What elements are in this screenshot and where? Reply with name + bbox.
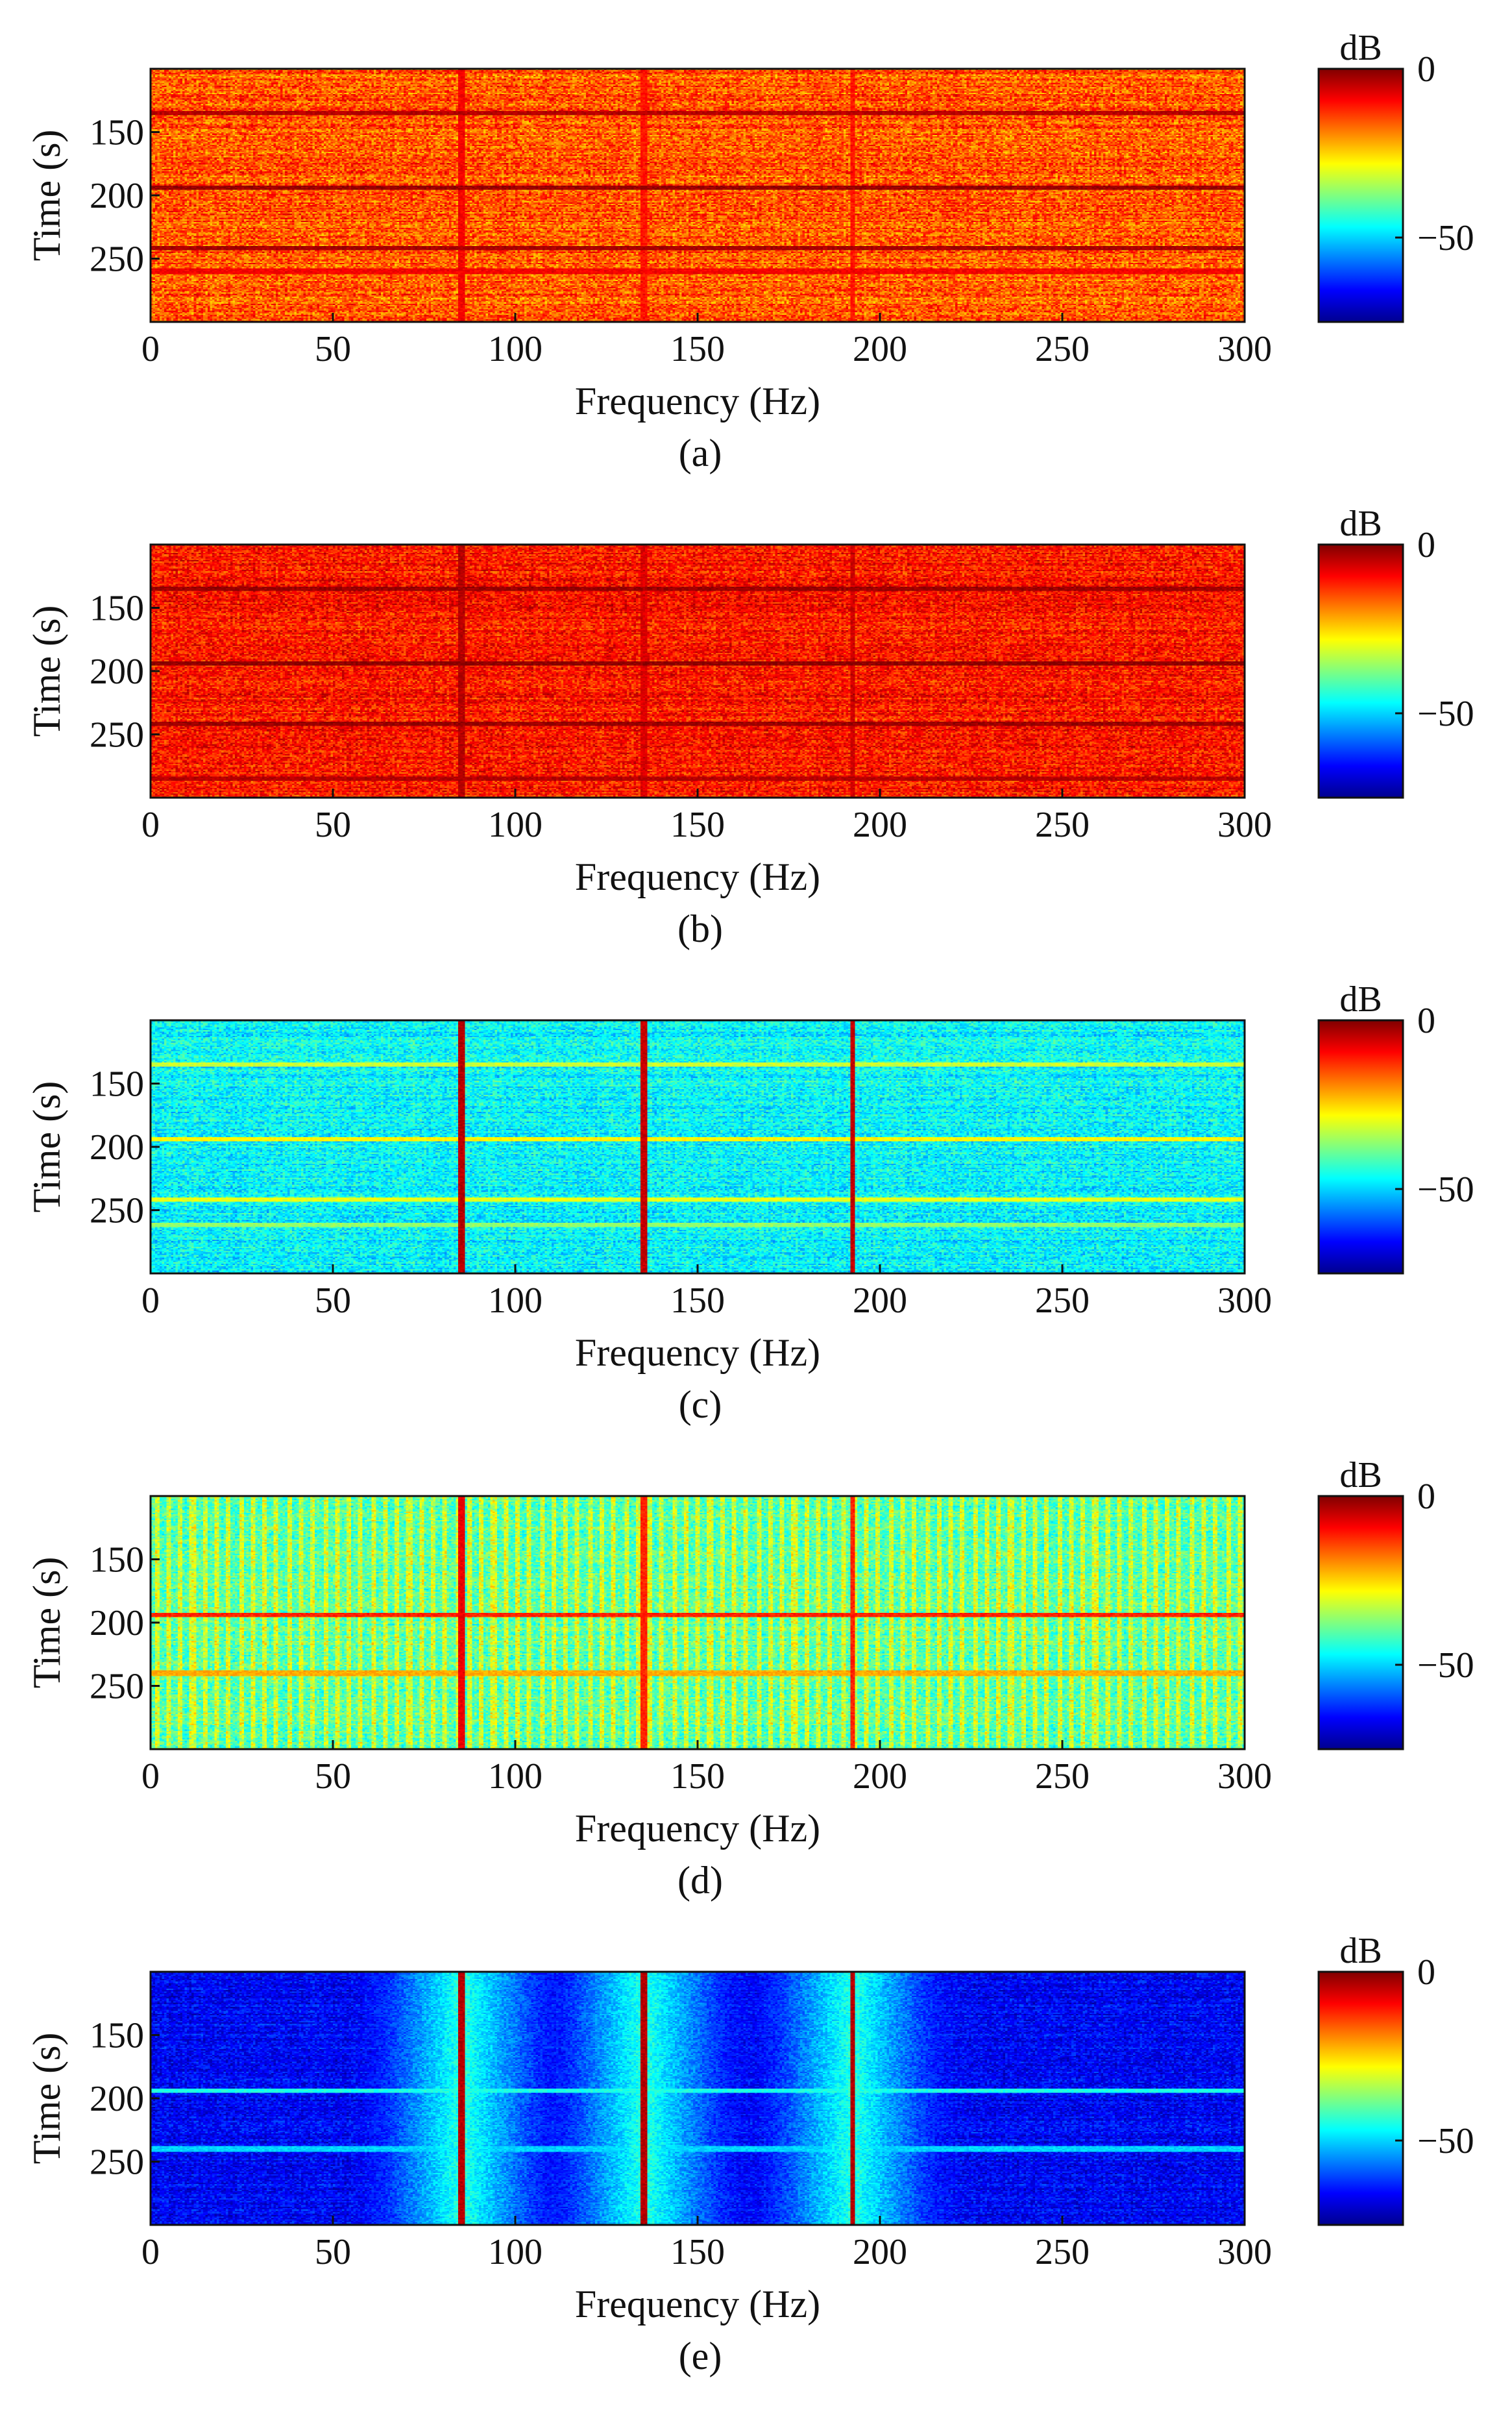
x-tick-label: 250 <box>1035 2232 1090 2272</box>
y-tick-label: 250 <box>90 239 144 280</box>
colorbar-tick-label: −50 <box>1417 1645 1474 1686</box>
y-tick-label: 150 <box>90 1064 144 1105</box>
x-tick-label: 50 <box>315 2232 351 2272</box>
x-tick-label: 300 <box>1217 805 1272 845</box>
y-tick-label: 150 <box>90 113 144 153</box>
colorbar-title: dB <box>1339 979 1382 1020</box>
colorbar-tick-label: 0 <box>1417 1001 1435 1041</box>
x-tick-label: 300 <box>1217 329 1272 369</box>
colorbar-title: dB <box>1339 28 1382 68</box>
x-tick-label: 250 <box>1035 329 1090 369</box>
y-tick-label: 250 <box>90 1667 144 1707</box>
x-tick-label: 100 <box>488 1756 543 1797</box>
spectrogram-panel: 0 50 100 150 200 250 300 150 200 250 Frequency (Hz… <box>25 28 1474 474</box>
colorbar-tick-label: −50 <box>1417 1170 1474 1210</box>
x-tick-label: 150 <box>670 1756 725 1797</box>
colorbar-tick-label: −50 <box>1417 2121 1474 2161</box>
x-tick-label: 0 <box>141 329 160 369</box>
panel-label: (b) <box>677 907 723 950</box>
x-tick-label: 100 <box>488 329 543 369</box>
x-axis-label: Frequency (Hz) <box>575 1807 820 1850</box>
x-tick-label: 300 <box>1217 2232 1272 2272</box>
heatmap-image <box>151 1496 1245 1749</box>
x-tick-label: 150 <box>670 1281 725 1321</box>
x-axis-label: Frequency (Hz) <box>575 380 820 423</box>
x-tick-label: 200 <box>853 329 907 369</box>
x-tick-label: 50 <box>315 1281 351 1321</box>
y-tick-label: 200 <box>90 1127 144 1168</box>
x-axis-label: Frequency (Hz) <box>575 855 820 898</box>
x-tick-label: 150 <box>670 805 725 845</box>
y-tick-label: 200 <box>90 176 144 216</box>
colorbar <box>1317 1495 1404 1750</box>
x-tick-label: 150 <box>670 2232 725 2272</box>
y-axis-label: Time (s) <box>25 606 68 737</box>
heatmap-image <box>151 69 1245 322</box>
colorbar <box>1317 1970 1404 2226</box>
spectrogram-panel: 0 50 100 150 200 250 300 150 200 250 Frequency (Hz… <box>25 504 1474 950</box>
y-axis-label: Time (s) <box>25 1081 68 1213</box>
panel-label: (e) <box>679 2335 722 2377</box>
spectrogram-panel: 0 50 100 150 200 250 300 150 200 250 Frequency (Hz… <box>25 1455 1474 1902</box>
x-tick-label: 50 <box>315 1756 351 1797</box>
colorbar-tick-label: 0 <box>1417 1952 1435 1993</box>
y-axis-label: Time (s) <box>25 1557 68 1689</box>
y-tick-label: 250 <box>90 2142 144 2183</box>
panel-label: (c) <box>679 1383 722 1426</box>
colorbar <box>1317 1019 1404 1275</box>
colorbar-tick-label: −50 <box>1417 218 1474 258</box>
x-tick-label: 200 <box>853 2232 907 2272</box>
heatmap-image <box>151 545 1245 798</box>
x-tick-label: 300 <box>1217 1281 1272 1321</box>
y-tick-label: 150 <box>90 1540 144 1580</box>
x-tick-label: 200 <box>853 1756 907 1797</box>
y-axis-label: Time (s) <box>25 2033 68 2165</box>
heatmap-image <box>151 1020 1245 1273</box>
spectrogram-panel: 0 50 100 150 200 250 300 150 200 250 Frequency (Hz… <box>25 979 1474 1426</box>
x-tick-label: 300 <box>1217 1756 1272 1797</box>
x-tick-label: 100 <box>488 805 543 845</box>
x-tick-label: 0 <box>141 1756 160 1797</box>
y-tick-label: 150 <box>90 2016 144 2056</box>
x-tick-label: 0 <box>141 2232 160 2272</box>
x-axis-label: Frequency (Hz) <box>575 2283 820 2326</box>
colorbar-title: dB <box>1339 1455 1382 1495</box>
colorbar-tick-label: −50 <box>1417 694 1474 734</box>
x-tick-label: 200 <box>853 1281 907 1321</box>
colorbar-tick-label: 0 <box>1417 525 1435 565</box>
panel-label: (d) <box>677 1859 723 1902</box>
y-tick-label: 200 <box>90 2079 144 2119</box>
colorbar-tick-label: 0 <box>1417 49 1435 90</box>
y-tick-label: 250 <box>90 715 144 755</box>
colorbar-title: dB <box>1339 504 1382 544</box>
colorbar-tick-label: 0 <box>1417 1477 1435 1517</box>
spectrogram-panel: 0 50 100 150 200 250 300 150 200 250 Frequency (Hz… <box>25 1931 1474 2377</box>
y-tick-label: 150 <box>90 589 144 629</box>
x-tick-label: 100 <box>488 2232 543 2272</box>
x-tick-label: 250 <box>1035 1756 1090 1797</box>
colorbar <box>1317 543 1404 799</box>
y-axis-label: Time (s) <box>25 130 68 262</box>
y-tick-label: 200 <box>90 652 144 692</box>
x-axis-label: Frequency (Hz) <box>575 1331 820 1374</box>
x-tick-label: 150 <box>670 329 725 369</box>
y-tick-label: 200 <box>90 1603 144 1643</box>
x-tick-label: 250 <box>1035 1281 1090 1321</box>
x-tick-label: 50 <box>315 805 351 845</box>
y-tick-label: 250 <box>90 1191 144 1231</box>
x-tick-label: 200 <box>853 805 907 845</box>
panels: 0 50 100 150 200 250 300 150 200 250 Frequency (Hz… <box>25 28 1474 2377</box>
x-tick-label: 250 <box>1035 805 1090 845</box>
x-tick-label: 100 <box>488 1281 543 1321</box>
x-tick-label: 0 <box>141 1281 160 1321</box>
panel-label: (a) <box>679 432 722 474</box>
colorbar-title: dB <box>1339 1931 1382 1971</box>
x-tick-label: 0 <box>141 805 160 845</box>
colorbar <box>1317 68 1404 323</box>
heatmap-image <box>151 1972 1245 2225</box>
x-tick-label: 50 <box>315 329 351 369</box>
